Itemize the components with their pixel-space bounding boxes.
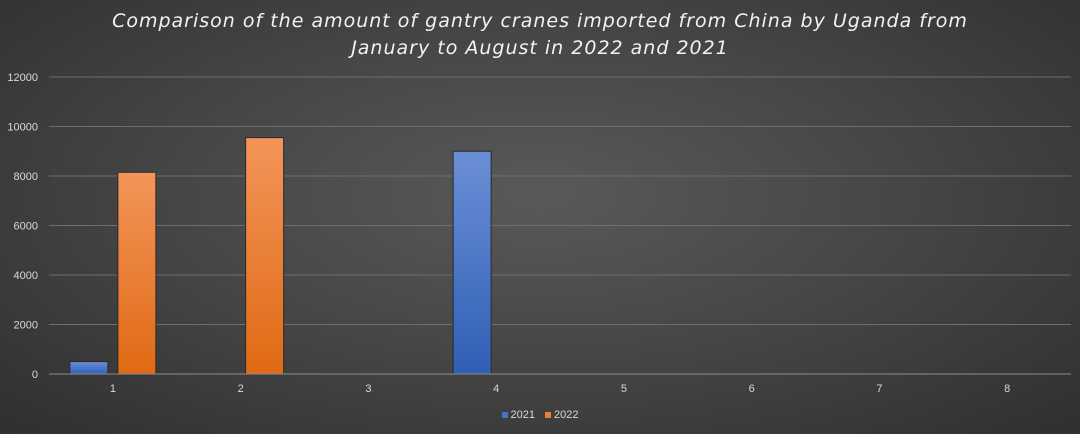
legend-label-2022: 2022	[554, 409, 579, 421]
y-tick-label: 0	[32, 369, 38, 381]
bar-2021-1	[69, 361, 109, 375]
y-axis-tick-labels: 0 2000 4000 6000 8000 10000 12000	[7, 72, 38, 381]
bars	[69, 137, 492, 375]
grid-lines	[49, 76, 1071, 325]
x-tick-label: 7	[876, 383, 882, 395]
legend-item-2021: 2021	[501, 409, 535, 421]
bar-2022-1	[117, 171, 157, 375]
x-tick-label: 5	[621, 383, 627, 395]
chart-title: Comparison of the amount of gantry crane…	[0, 8, 1080, 62]
legend-swatch-2021	[501, 412, 508, 418]
x-axis-tick-labels: 1 2 3 4 5 6 7 8	[110, 383, 1010, 395]
bar-2022-2	[245, 137, 285, 375]
x-tick-label: 6	[749, 383, 755, 395]
legend-label-2021: 2021	[510, 409, 535, 421]
legend-swatch-2022	[545, 412, 551, 418]
x-tick-label: 2	[238, 383, 244, 395]
y-tick-label: 6000	[14, 221, 38, 233]
y-tick-label: 12000	[7, 72, 38, 84]
y-tick-label: 4000	[14, 270, 38, 282]
chart-title-line-2: January to August in 2022 and 2021	[351, 37, 729, 59]
legend-item-2022: 2022	[545, 409, 578, 421]
x-tick-label: 4	[493, 383, 499, 395]
x-tick-label: 1	[110, 383, 116, 395]
legend: 2021 2022	[0, 409, 1080, 421]
chart-title-line-1: Comparison of the amount of gantry crane…	[112, 10, 968, 32]
bar-2021-4	[452, 150, 492, 375]
x-tick-label: 8	[1004, 383, 1010, 395]
y-tick-label: 2000	[14, 320, 38, 332]
x-tick-label: 3	[365, 383, 371, 395]
y-tick-label: 8000	[14, 171, 38, 183]
y-tick-label: 10000	[7, 122, 38, 134]
